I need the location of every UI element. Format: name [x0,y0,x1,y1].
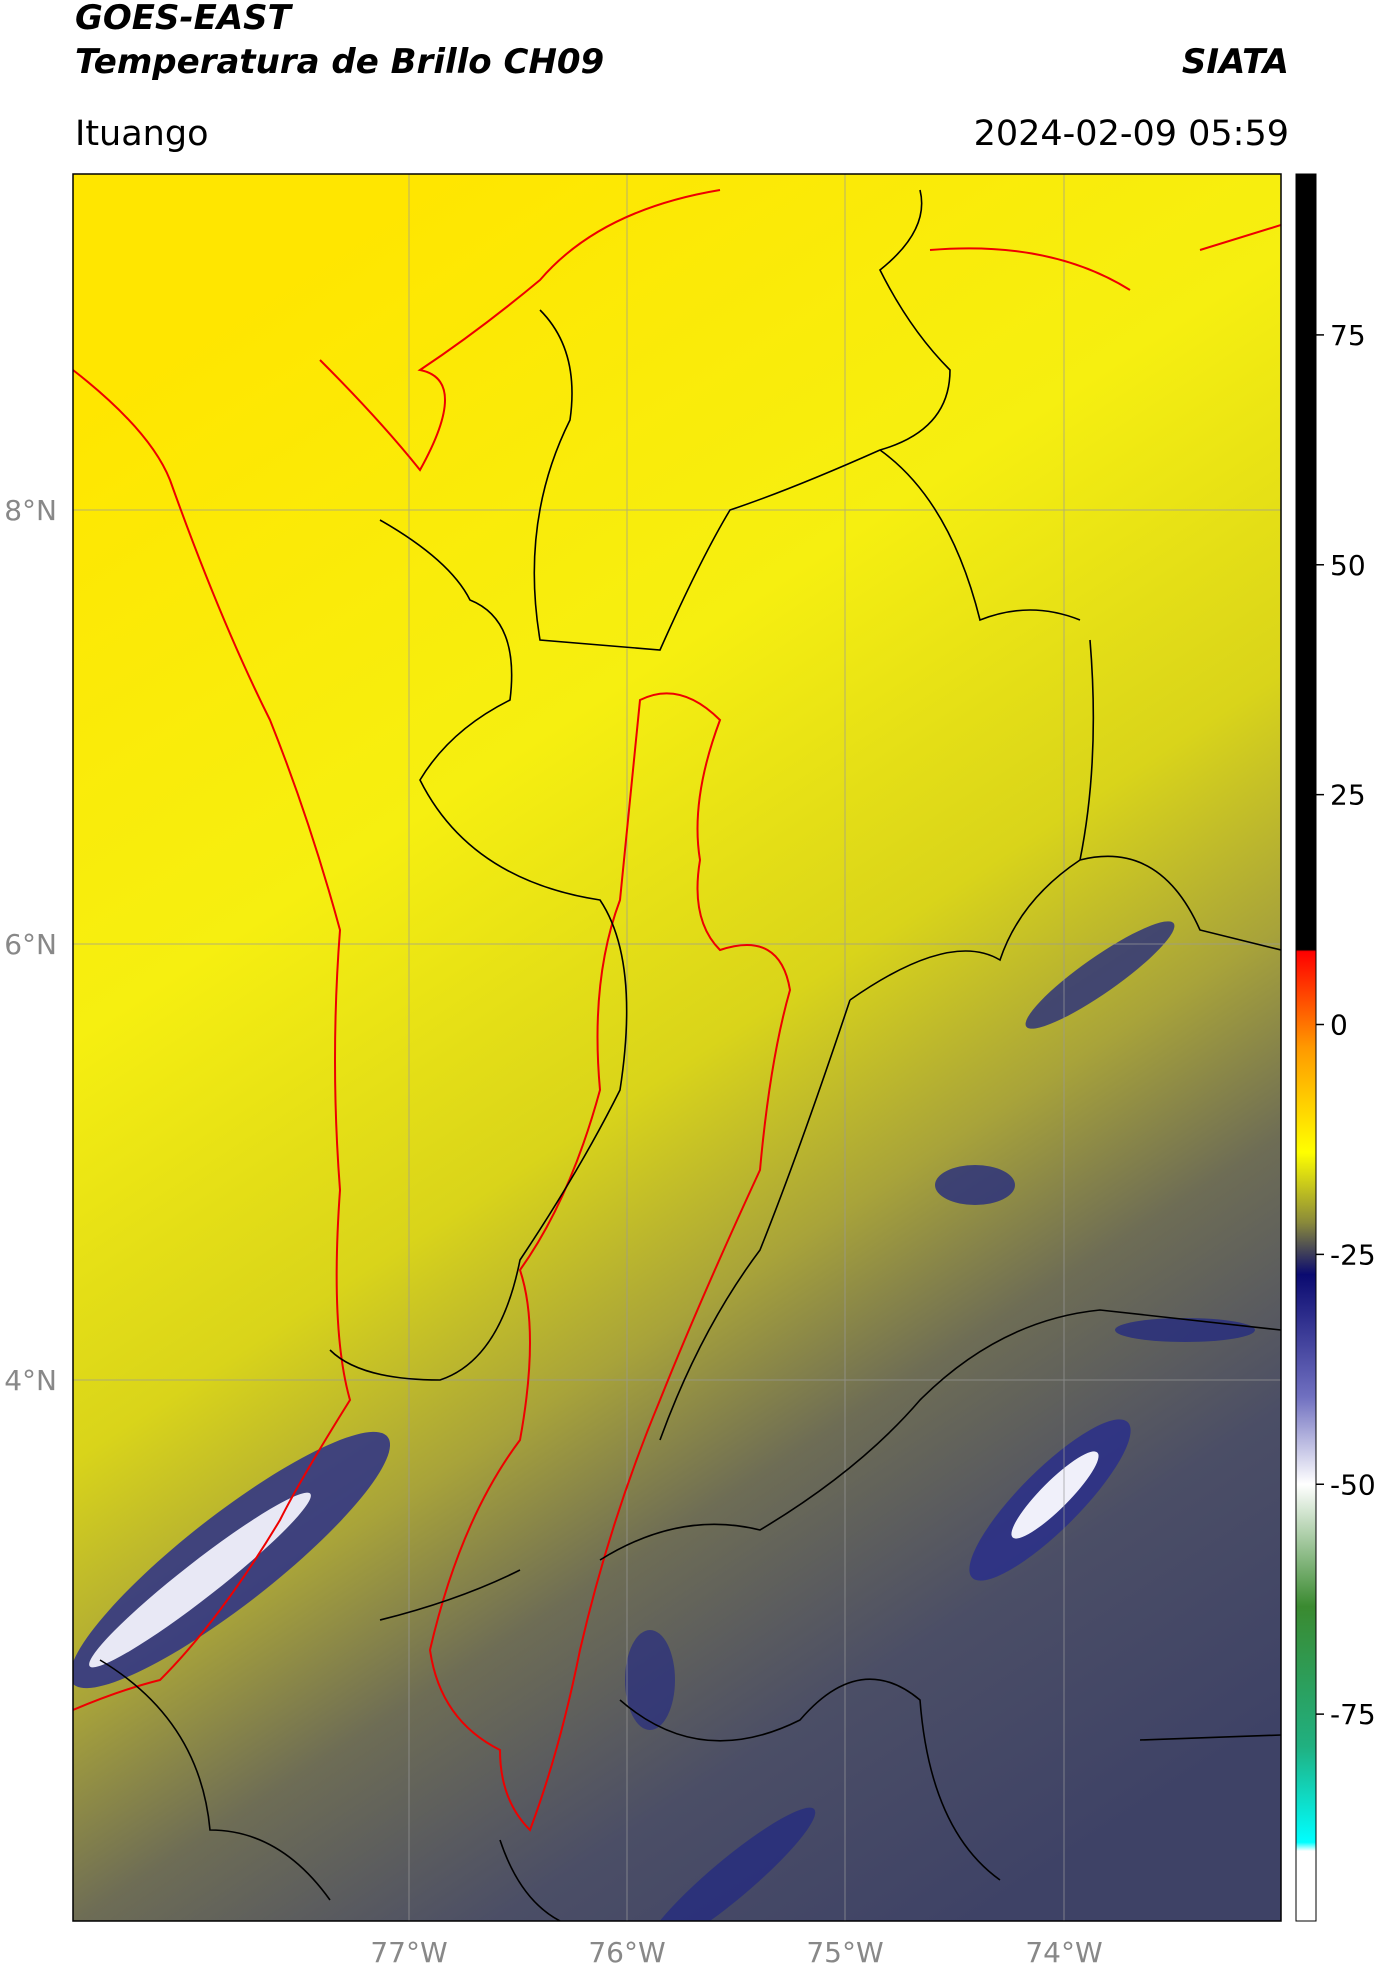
lon-label: 74°W [1025,1936,1102,1969]
coastline [319,189,1281,472]
cloud [1025,921,1175,1029]
colorbar-tick-label: -75 [1330,1698,1376,1731]
lon-label: 76°W [588,1936,665,1969]
colorbar-tick-label: -50 [1330,1468,1376,1501]
graticule [73,174,1281,1921]
map-frame [72,173,1282,1922]
colorbar [1295,173,1317,1922]
datetime: 2024-02-09 05:59 [973,114,1289,154]
colorbar-tick-label: -25 [1330,1238,1376,1271]
lat-label: 4°N [4,1364,57,1397]
cloud [935,1165,1015,1205]
cloud [89,1492,311,1668]
temperature-field [73,174,1281,1921]
colorbar-ticks: 75 50 25 0 -25 -50 -75 [1316,319,1376,1731]
boundaries [73,189,1281,1921]
colorbar-tick-label: 75 [1330,319,1366,352]
cloud [625,1630,675,1730]
basin-outline [428,692,792,1832]
cloud [1115,1318,1255,1342]
lon-label: 77°W [370,1936,447,1969]
subtitle: Temperatura de Brillo CH09 [75,42,605,82]
brand: SIATA [1181,42,1289,82]
lat-label: 8°N [4,494,57,527]
region: Ituango [75,114,209,154]
lat-label: 6°N [4,928,57,961]
cloud [1011,1451,1099,1539]
colorbar-tick-label: 25 [1330,779,1366,812]
cloud-features [73,921,1255,1921]
cloud [644,1807,816,1921]
title: GOES-EAST [75,0,291,38]
colorbar-tick-label: 0 [1330,1009,1348,1042]
colorbar-tick-label: 50 [1330,549,1366,582]
coastline [73,369,352,1711]
lon-label: 75°W [806,1936,883,1969]
admin-boundary [99,189,1281,1921]
